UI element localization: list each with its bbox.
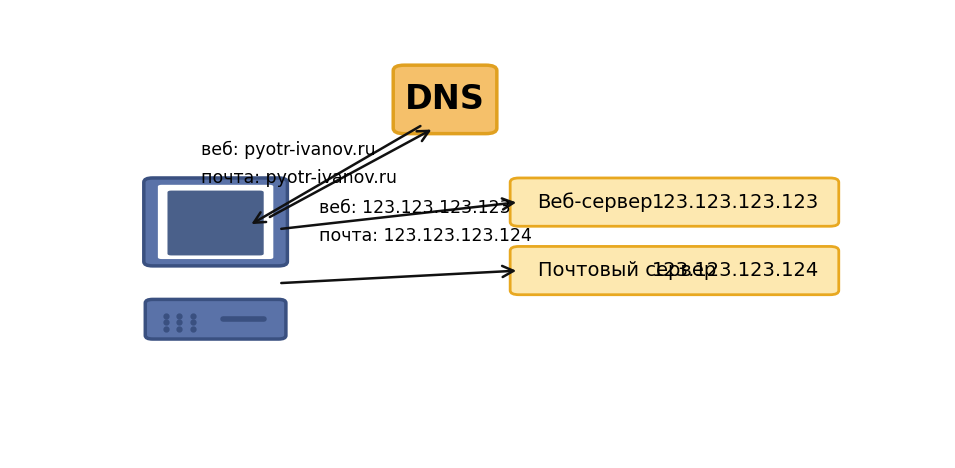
Text: DNS: DNS: [405, 83, 485, 116]
Text: 123.123.123.124: 123.123.123.124: [651, 261, 818, 280]
Text: веб: pyotr-ivanov.ru
почта: pyotr-ivanov.ru: веб: pyotr-ivanov.ru почта: pyotr-ivanov…: [201, 141, 396, 187]
FancyBboxPatch shape: [510, 178, 838, 226]
Text: веб: 123.123.123.123
почта: 123.123.123.124: веб: 123.123.123.123 почта: 123.123.123.…: [319, 199, 532, 245]
FancyBboxPatch shape: [510, 247, 838, 295]
FancyBboxPatch shape: [145, 300, 286, 339]
Text: Веб-сервер: Веб-сервер: [538, 192, 653, 212]
Text: Почтовый сервер: Почтовый сервер: [538, 261, 716, 280]
FancyBboxPatch shape: [144, 178, 287, 266]
Text: 123.123.123.123: 123.123.123.123: [651, 193, 818, 212]
FancyBboxPatch shape: [158, 185, 273, 259]
FancyBboxPatch shape: [393, 65, 497, 134]
FancyBboxPatch shape: [167, 190, 264, 256]
